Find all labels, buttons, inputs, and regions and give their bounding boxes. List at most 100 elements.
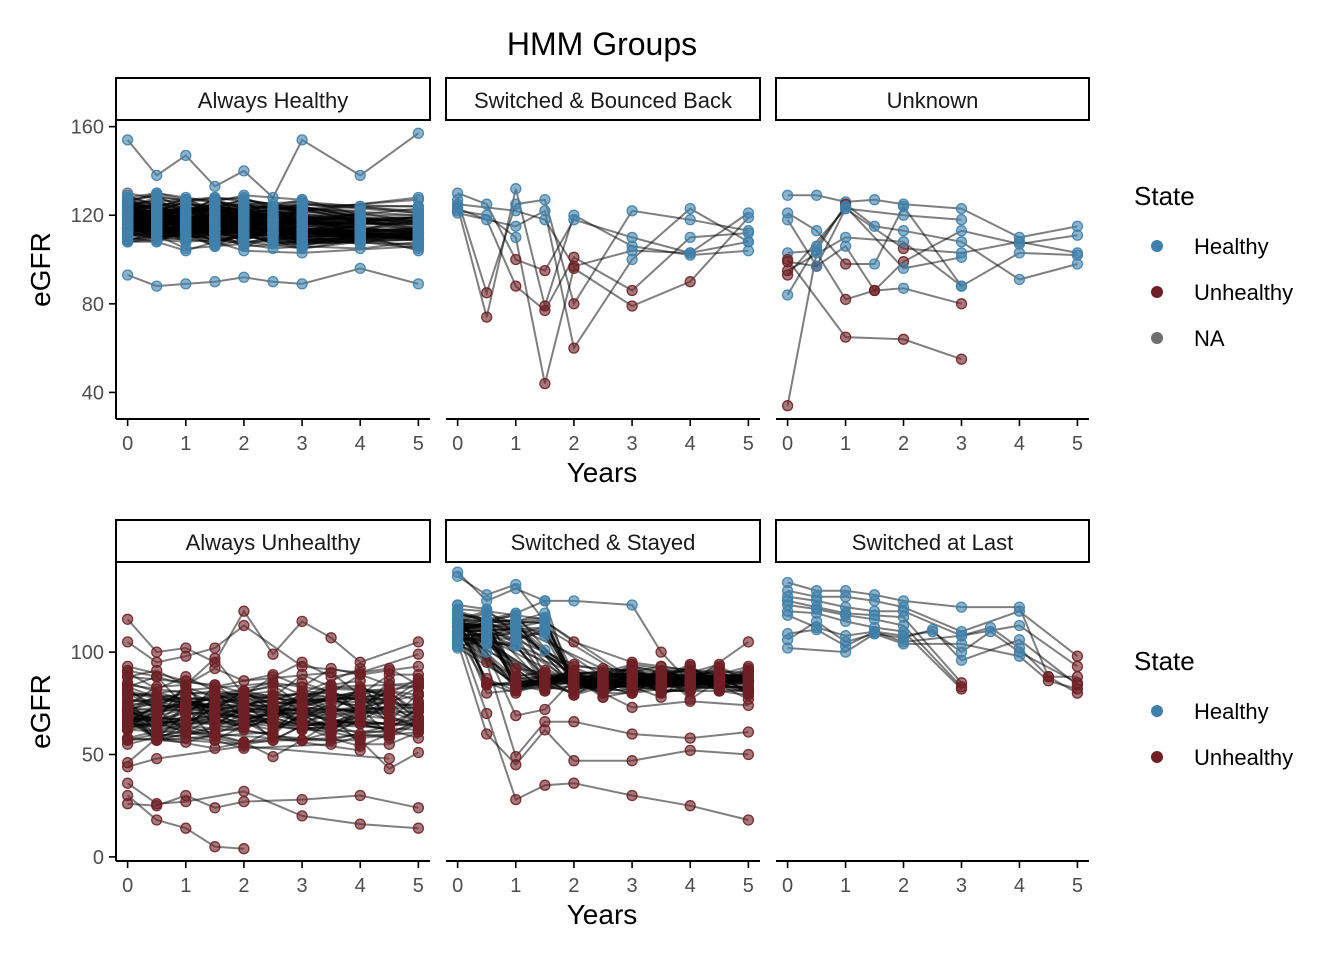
unhealthy-point (121, 695, 134, 707)
unhealthy-point (209, 652, 221, 664)
healthy-point (839, 202, 852, 215)
unhealthy-point (238, 701, 250, 714)
healthy-point (568, 595, 580, 607)
legend-title: State (1134, 646, 1195, 676)
facet-panel: Switched & Stayed (445, 519, 761, 826)
healthy-point (897, 638, 910, 650)
unhealthy-point (296, 810, 308, 822)
unhealthy-point (121, 660, 134, 673)
unhealthy-point (626, 789, 638, 802)
unhealthy-point (180, 736, 192, 748)
unhealthy-point (655, 646, 667, 658)
unhealthy-point (180, 681, 192, 693)
unhealthy-point (655, 675, 667, 687)
healthy-point (781, 189, 794, 201)
unhealthy-point (325, 632, 337, 644)
unhealthy-point (383, 752, 395, 765)
healthy-point (451, 630, 464, 642)
unhealthy-point (539, 716, 551, 728)
legend-key-healthy (1151, 240, 1163, 252)
data-points (121, 127, 425, 292)
unhealthy-point (383, 664, 395, 677)
healthy-point (1013, 634, 1026, 646)
unhealthy-point (238, 843, 250, 855)
healthy-point (121, 236, 134, 248)
unhealthy-point (151, 798, 163, 810)
healthy-point (626, 205, 638, 217)
unhealthy-point (781, 400, 794, 412)
unhealthy-point (510, 750, 522, 763)
unhealthy-point (626, 300, 638, 312)
legend-label: Unhealthy (1194, 280, 1293, 305)
healthy-point (510, 628, 522, 640)
unhealthy-point (568, 636, 580, 648)
trajectory-line (786, 219, 1078, 293)
legend-key-healthy (1151, 705, 1163, 717)
x-tick-label: 3 (956, 875, 967, 897)
healthy-point (810, 615, 823, 628)
x-tick-label: 2 (568, 875, 579, 897)
unhealthy-point (781, 253, 794, 266)
unhealthy-point (568, 777, 580, 789)
healthy-point (742, 236, 755, 248)
unhealthy-point (626, 755, 638, 767)
legend: State Healthy Unhealthy (1134, 646, 1293, 770)
healthy-point (151, 280, 163, 292)
unhealthy-point (151, 728, 163, 740)
unhealthy-point (180, 720, 192, 732)
healthy-point (238, 271, 250, 283)
unhealthy-point (539, 264, 551, 277)
x-tick-label: 2 (898, 433, 909, 455)
unhealthy-point (481, 311, 493, 323)
unhealthy-point (121, 761, 134, 773)
unhealthy-point (539, 703, 551, 716)
healthy-point (1013, 619, 1026, 632)
unhealthy-point (412, 802, 425, 814)
unhealthy-point (238, 605, 250, 617)
healthy-point (180, 222, 192, 235)
unhealthy-point (267, 750, 279, 763)
unhealthy-point (151, 716, 163, 728)
unhealthy-point (121, 613, 134, 625)
healthy-point (897, 282, 910, 294)
healthy-point (412, 205, 425, 217)
trajectory-lines (786, 194, 1078, 406)
unhealthy-point (568, 342, 580, 354)
facet-panel: Always Unhealthy (115, 519, 431, 855)
unhealthy-point (742, 636, 755, 648)
facet-strip-label: Always Healthy (198, 88, 348, 113)
unhealthy-point (238, 795, 250, 808)
x-tick-label: 3 (297, 875, 308, 897)
unhealthy-point (412, 689, 425, 701)
healthy-point (451, 603, 464, 615)
healthy-point (267, 205, 279, 217)
x-tick-label: 1 (180, 875, 191, 897)
healthy-point (451, 615, 464, 628)
healthy-point (209, 194, 221, 206)
x-tick-label: 5 (743, 875, 754, 897)
healthy-point (684, 247, 696, 259)
facet-panel: Switched at Last (775, 519, 1090, 699)
unhealthy-point (296, 689, 308, 701)
unhealthy-point (412, 705, 425, 718)
unhealthy-point (568, 716, 580, 728)
unhealthy-point (839, 331, 852, 343)
healthy-point (412, 127, 425, 139)
x-tick-label: 5 (1072, 875, 1083, 897)
healthy-point (868, 628, 881, 640)
unhealthy-point (151, 646, 163, 658)
unhealthy-point (383, 763, 395, 775)
healthy-point (510, 578, 522, 591)
healthy-point (238, 238, 250, 250)
unhealthy-point (121, 636, 134, 648)
unhealthy-point (325, 662, 337, 675)
healthy-point (1013, 273, 1026, 286)
x-tick-label: 1 (510, 875, 521, 897)
unhealthy-point (296, 724, 308, 736)
unhealthy-point (180, 697, 192, 709)
healthy-point (810, 240, 823, 252)
y-tick-label: 80 (82, 294, 104, 316)
healthy-point (955, 225, 968, 237)
unhealthy-point (151, 814, 163, 826)
healthy-point (267, 229, 279, 241)
